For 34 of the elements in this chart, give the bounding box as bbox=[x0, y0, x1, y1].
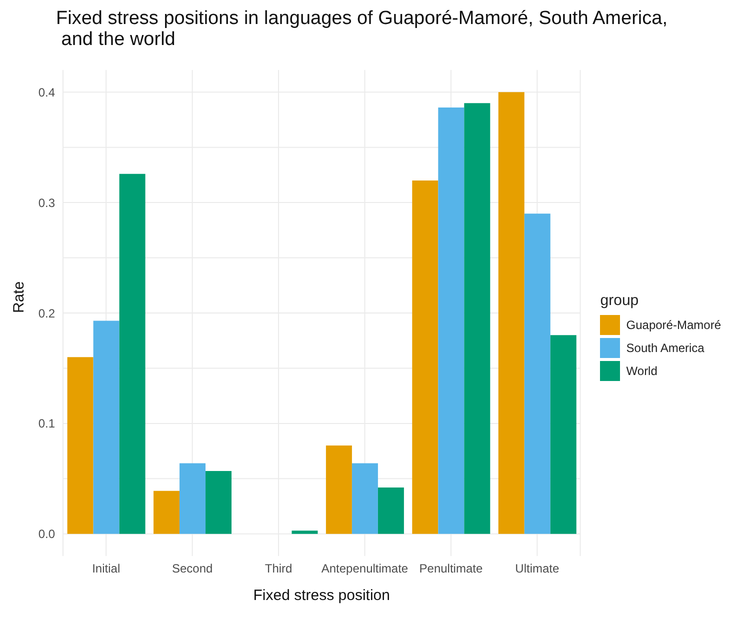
x-tick-label: Antepenultimate bbox=[321, 562, 408, 576]
bar bbox=[67, 357, 94, 534]
bar bbox=[352, 463, 378, 534]
bar bbox=[378, 488, 404, 534]
x-tick-label: Initial bbox=[92, 562, 120, 576]
chart-title: Fixed stress positions in languages of Guaporé-Mamoré, South America, and the world bbox=[56, 8, 668, 50]
bar bbox=[412, 180, 438, 534]
x-axis-title: Fixed stress position bbox=[253, 587, 390, 604]
y-tick-label: 0.1 bbox=[38, 416, 56, 431]
bar bbox=[154, 490, 180, 534]
y-axis-title: Rate bbox=[10, 281, 28, 313]
bar bbox=[180, 463, 206, 534]
x-tick-label: Ultimate bbox=[515, 562, 560, 576]
bar bbox=[464, 103, 490, 534]
y-tick-label: 0.2 bbox=[38, 306, 56, 320]
x-tick-label: Second bbox=[172, 562, 213, 576]
legend-label: Guaporé-Mamoré bbox=[626, 318, 721, 332]
bar bbox=[438, 108, 464, 534]
y-tick-label: 0.4 bbox=[38, 85, 56, 100]
x-tick-label: Third bbox=[264, 562, 292, 576]
x-tick-label: Penultimate bbox=[419, 562, 483, 576]
y-tick-label: 0.3 bbox=[38, 196, 56, 210]
legend-label: World bbox=[626, 364, 658, 378]
bar bbox=[550, 335, 576, 534]
bar bbox=[524, 214, 550, 534]
bar bbox=[326, 446, 352, 534]
bar bbox=[498, 92, 524, 534]
legend-title: group bbox=[600, 292, 640, 309]
y-tick-label: 0.0 bbox=[38, 527, 56, 542]
bar bbox=[206, 470, 232, 534]
bar bbox=[93, 320, 120, 534]
bar bbox=[119, 174, 146, 534]
bar bbox=[292, 530, 318, 534]
legend-label: South America bbox=[626, 341, 704, 355]
